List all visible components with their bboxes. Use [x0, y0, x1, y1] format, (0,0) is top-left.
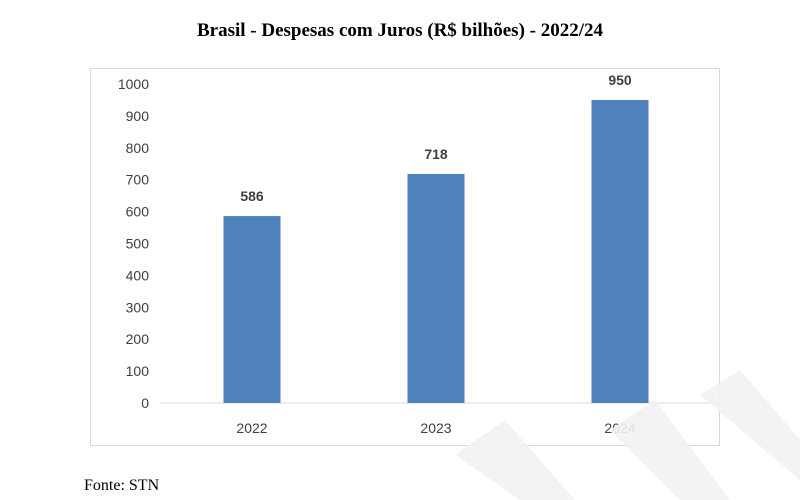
y-tick-label: 0 — [141, 395, 149, 411]
bar-2022 — [223, 216, 281, 403]
data-label-2022: 586 — [240, 188, 264, 204]
x-tick-label: 2024 — [604, 420, 635, 436]
y-tick-label: 900 — [126, 108, 150, 124]
y-tick-label: 300 — [126, 299, 150, 315]
data-label-2024: 950 — [608, 72, 632, 88]
y-tick-label: 800 — [126, 140, 150, 156]
y-tick-label: 600 — [126, 204, 150, 220]
source-note: Fonte: STN — [84, 477, 160, 494]
data-labels: 586 718 950 — [240, 72, 632, 204]
bar-2023 — [407, 173, 465, 403]
x-tick-label: 2023 — [420, 420, 451, 436]
y-tick-label: 700 — [126, 172, 150, 188]
x-axis-ticks: 2022 2023 2024 — [236, 420, 635, 436]
y-tick-label: 1000 — [118, 76, 149, 92]
bar-2024 — [591, 99, 649, 403]
y-tick-label: 100 — [126, 363, 150, 379]
x-tick-label: 2022 — [236, 420, 267, 436]
chart-title: Brasil - Despesas com Juros (R$ bilhões)… — [196, 20, 604, 41]
y-tick-label: 200 — [126, 331, 150, 347]
y-tick-label: 500 — [126, 236, 150, 252]
bars — [223, 99, 649, 403]
y-tick-label: 400 — [126, 267, 150, 283]
data-label-2023: 718 — [424, 146, 448, 162]
y-axis-ticks: 0 100 200 300 400 500 600 700 800 900 1000 — [118, 76, 149, 411]
